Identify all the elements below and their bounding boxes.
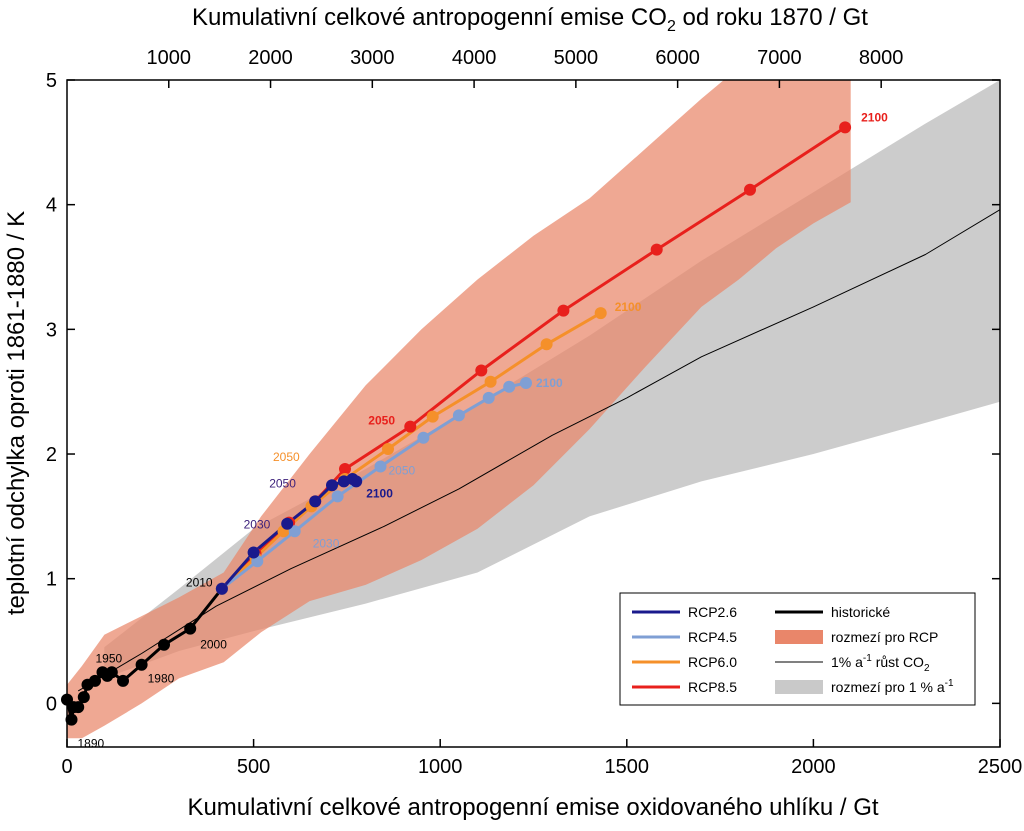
point-rcp6-0 (484, 375, 497, 388)
point-rcp2-6 (326, 479, 338, 492)
legend-rozmez-pro-rcp-label: rozmezí pro RCP (831, 629, 938, 645)
y-tick-label: 2 (46, 444, 57, 466)
point-rcp2-6 (350, 475, 363, 488)
point-rcp4-5 (520, 377, 532, 389)
line-rcp6-0 (220, 311, 602, 590)
x2-axis-title: Kumulativní celkové antropogenní emise C… (192, 4, 868, 35)
point-historick (77, 691, 90, 704)
x-tick-label: 1000 (418, 756, 463, 778)
year-label: 2010 (186, 576, 213, 590)
x-axis-title: Kumulativní celkové antropogenní emise o… (187, 794, 878, 821)
point-historick (158, 638, 170, 651)
point-rcp8-5 (744, 183, 756, 196)
x-tick-label: 1500 (605, 756, 650, 778)
point-historick (105, 666, 118, 679)
legend: RCP2.6 RCP4.5 RCP6.0 RCP8.5 historické rozmez… (619, 592, 976, 706)
point-rcp4-5 (288, 525, 301, 538)
x-tick-label: 0 (61, 756, 72, 778)
x2-tick-label: 8000 (859, 47, 904, 69)
year-label: 2100 (615, 300, 642, 314)
year-label: 1890 (78, 737, 105, 751)
year-label: 2050 (269, 476, 296, 490)
point-rcp4-5 (417, 431, 430, 444)
point-historick (89, 674, 101, 687)
year-label: 1950 (96, 652, 123, 666)
year-label: 2100 (861, 110, 888, 124)
x2-tick-label: 7000 (757, 47, 802, 69)
year-label: 2100 (366, 486, 393, 500)
point-rcp6-0 (594, 307, 607, 320)
year-annotations: 1890 1950 1980 2000 2010 2030 2030 2050 2050 2050… (78, 110, 889, 750)
x2-axis-title-sub: 2 (667, 18, 676, 35)
y-tick-label: 1 (46, 569, 57, 591)
point-rcp4-5 (503, 380, 516, 393)
x2-tick-label: 6000 (655, 47, 700, 69)
year-label: 2030 (244, 518, 271, 532)
point-rcp2-6 (247, 546, 260, 559)
axis-ticks: 0 500 1000 1500 2000 2500 0 1 2 3 4 5 1000 2000 3000 40… (46, 47, 1022, 778)
x2-tick-label: 5000 (554, 47, 599, 69)
x2-tick-label: 4000 (452, 47, 497, 69)
point-historick (135, 658, 148, 671)
legend-items: RCP2.6 RCP4.5 RCP6.0 RCP8.5 historické rozmez… (632, 604, 954, 695)
legend-rozmez-pro-1-a-swatch (775, 680, 823, 694)
legend-rcp8-5-label: RCP8.5 (688, 679, 737, 695)
x2-tick-label: 2000 (248, 47, 293, 69)
point-rcp6-0 (540, 338, 553, 351)
year-label: 2050 (389, 464, 416, 478)
year-label: 2050 (368, 414, 395, 428)
x2-axis-title-main: Kumulativní celkové antropogenní emise C… (192, 4, 667, 31)
y-tick-label: 4 (46, 195, 57, 217)
point-historick (65, 713, 78, 726)
point-rcp2-6 (215, 582, 228, 595)
point-rcp8-5 (557, 304, 570, 317)
point-rcp6-0 (426, 410, 439, 423)
y-tick-label: 5 (46, 70, 57, 92)
point-rcp8-5 (404, 420, 417, 433)
point-historick (72, 701, 85, 714)
x-tick-label: 2000 (791, 756, 836, 778)
y-tick-label: 0 (46, 693, 57, 715)
point-rcp4-5 (482, 391, 495, 404)
x2-tick-label: 3000 (350, 47, 395, 69)
point-historick (117, 674, 129, 687)
year-label: 2050 (273, 450, 300, 464)
point-rcp4-5 (374, 460, 387, 473)
y-tick-label: 3 (46, 319, 57, 341)
x-tick-label: 500 (237, 756, 270, 778)
year-label: 2100 (536, 376, 563, 390)
y-axis-title: teplotní odchylka oproti 1861-1880 / K (3, 211, 30, 615)
x-tick-label: 2500 (978, 756, 1023, 778)
point-rcp2-6 (309, 495, 322, 508)
data-points (61, 121, 852, 726)
year-label: 2000 (200, 638, 227, 652)
year-label: 2030 (313, 536, 340, 550)
plot-frame (66, 79, 1001, 748)
legend-1-a-r-st-co-label: 1% a-1 růst CO2 (831, 653, 930, 674)
point-rcp4-5 (331, 490, 344, 503)
legend-rcp6-0-label: RCP6.0 (688, 654, 737, 670)
point-rcp8-5 (339, 463, 351, 475)
legend-rozmez-pro-1-a-label: rozmezí pro 1 % a-1 (831, 678, 954, 695)
point-rcp6-0 (382, 443, 394, 455)
point-historick (184, 622, 197, 635)
legend-rcp2-6-label: RCP2.6 (688, 604, 737, 620)
x2-tick-label: 1000 (147, 47, 192, 69)
line-rcp4-5 (220, 381, 527, 590)
x2-axis-title-tail: od roku 1870 / Gt (676, 4, 868, 31)
line-1-a-1-r-st-co2 (77, 209, 1000, 692)
point-rcp4-5 (452, 409, 465, 422)
point-rcp8-5 (839, 121, 852, 134)
point-rcp8-5 (650, 243, 663, 256)
point-rcp2-6 (281, 517, 294, 530)
legend-historick-label: historické (831, 604, 890, 620)
legend-rcp4-5-label: RCP4.5 (688, 629, 737, 645)
year-label: 1980 (148, 672, 175, 686)
legend-rozmez-pro-rcp-swatch (775, 630, 823, 644)
point-rcp8-5 (475, 364, 488, 377)
